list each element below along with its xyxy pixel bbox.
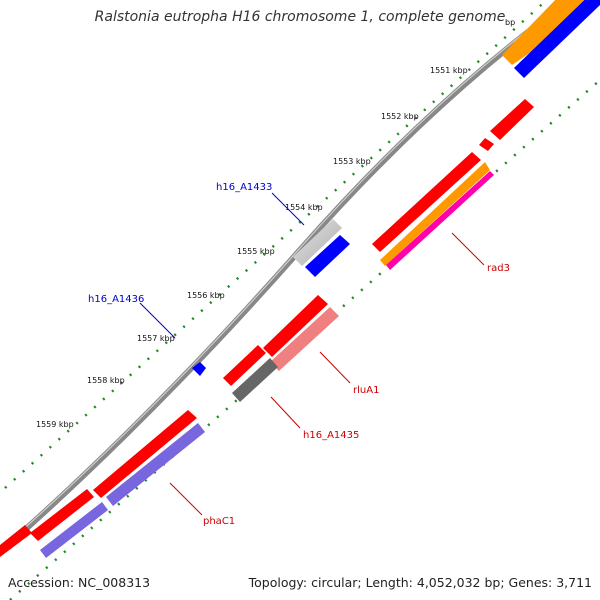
gene-label-rad3[interactable]: rad3 <box>487 263 510 274</box>
gene-red-lower-1[interactable] <box>93 410 197 498</box>
gene-group-rad3[interactable] <box>372 99 534 270</box>
tick-label-1557: 1557 kbp <box>137 334 175 343</box>
tick-label-partial: bp <box>505 18 515 27</box>
gene-label-h16-A1433[interactable]: h16_A1433 <box>216 182 272 193</box>
leader-h16-A1433 <box>271 192 305 226</box>
leader-h16-A1435 <box>270 396 301 429</box>
leader-rluA1 <box>319 351 351 384</box>
gene-blue-top[interactable] <box>514 0 600 78</box>
tick-label-1558: 1558 kbp <box>87 376 125 385</box>
gene-purple-lower[interactable] <box>40 502 108 558</box>
gene-phaC1-purple[interactable] <box>106 423 205 506</box>
gene-labels: h16_A1433 h16_A1436 rad3 rluA1 h16_A1435… <box>88 182 510 527</box>
gene-h16-A1433-blue[interactable] <box>305 235 350 277</box>
leader-h16-A1436 <box>139 302 176 339</box>
gene-rad3-orange[interactable] <box>380 162 490 266</box>
tick-label-1552: 1552 kbp <box>381 112 419 121</box>
gene-group-rluA1[interactable] <box>223 295 339 402</box>
gene-red-small-1[interactable] <box>490 99 534 140</box>
gene-group-phaC1[interactable] <box>0 410 205 558</box>
gene-h16-A1436-marker[interactable] <box>192 362 206 376</box>
gene-red-mid-left[interactable] <box>223 345 266 386</box>
tick-label-1559: 1559 kbp <box>36 420 74 429</box>
leader-rad3 <box>451 232 485 266</box>
gene-rad3-red[interactable] <box>372 152 481 252</box>
gene-red-small-2[interactable] <box>479 138 494 151</box>
gene-h16-A1435-gray[interactable] <box>232 358 278 402</box>
tick-label-1551: 1551 kbp <box>430 66 468 75</box>
accession-text: Accession: NC_008313 <box>8 575 151 590</box>
gene-group-top-right[interactable] <box>502 0 600 78</box>
backbone-line <box>0 0 577 555</box>
gene-red-lower-2[interactable] <box>30 489 94 541</box>
gene-red-lower-3[interactable] <box>0 525 32 557</box>
outer-tick-track <box>4 0 549 489</box>
gene-label-phaC1[interactable]: phaC1 <box>203 516 235 527</box>
gene-rluA1-red[interactable] <box>263 295 328 357</box>
gene-label-rluA1[interactable]: rluA1 <box>353 385 379 396</box>
tick-label-1556: 1556 kbp <box>187 291 225 300</box>
gene-group-h16-A1433[interactable] <box>293 219 350 277</box>
gene-label-h16-A1436[interactable]: h16_A1436 <box>88 294 144 305</box>
backbone-line-highlight <box>0 0 570 551</box>
map-title: Ralstonia eutropha H16 chromosome 1, com… <box>94 9 506 25</box>
label-leader-lines <box>139 192 485 516</box>
gene-rluA1-light[interactable] <box>270 307 339 371</box>
leader-phaC1 <box>169 482 203 516</box>
gene-h16-A1433-gray[interactable] <box>293 219 342 266</box>
genome-summary-text: Topology: circular; Length: 4,052,032 bp… <box>248 575 592 590</box>
gene-label-h16-A1435[interactable]: h16_A1435 <box>303 430 359 441</box>
outer-tick-dots <box>4 0 549 489</box>
tick-label-1553: 1553 kbp <box>333 157 371 166</box>
tick-label-1555: 1555 kbp <box>237 247 275 256</box>
chromosome-backbone <box>0 0 577 555</box>
gene-rad3-magenta[interactable] <box>386 171 494 270</box>
tick-label-1554: 1554 kbp <box>285 203 323 212</box>
kbp-tick-labels: bp 1551 kbp 1552 kbp 1553 kbp 1554 kbp 1… <box>36 18 515 429</box>
